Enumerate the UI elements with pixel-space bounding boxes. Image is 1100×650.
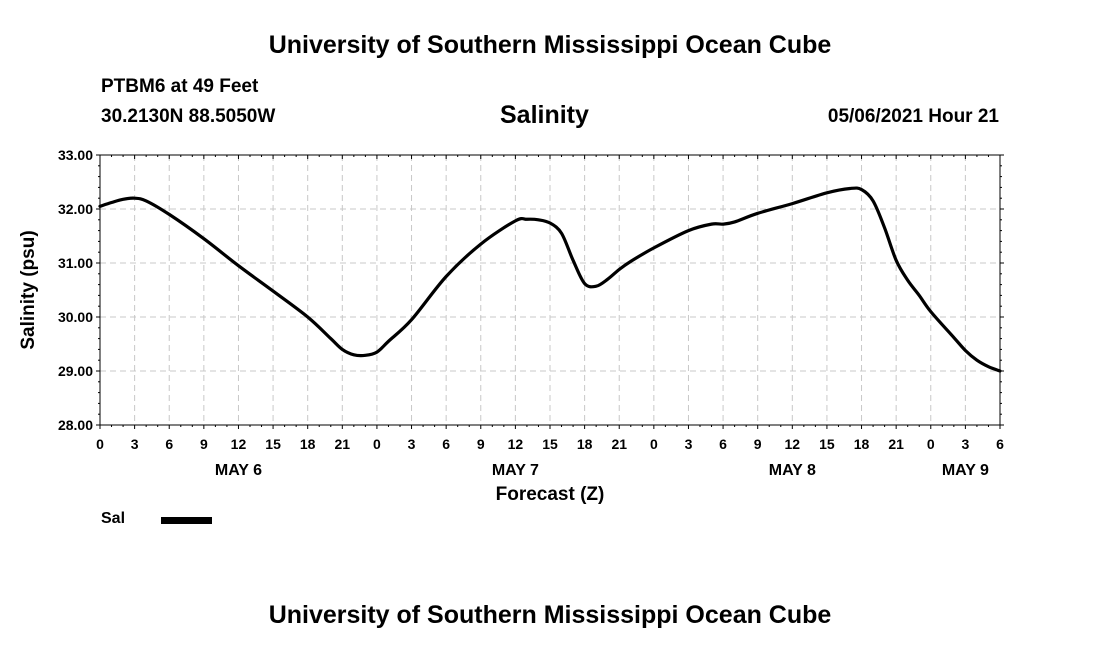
legend-label: Sal	[101, 510, 126, 527]
x-tick-label: 9	[754, 436, 762, 452]
x-tick-label: 15	[819, 436, 835, 452]
grid-lines	[100, 155, 1000, 425]
x-tick-label: 6	[442, 436, 450, 452]
x-tick-label: 3	[685, 436, 693, 452]
footer-title: University of Southern Mississippi Ocean…	[268, 601, 832, 629]
x-tick-label: 0	[927, 436, 935, 452]
y-tick-label: 31.00	[58, 255, 93, 271]
legend-line-swatch	[161, 517, 212, 524]
y-axis-title: Salinity (psu)	[18, 230, 39, 349]
x-tick-label: 21	[888, 436, 904, 452]
x-tick-label: 18	[300, 436, 316, 452]
station-label: PTBM6 at 49 Feet	[101, 76, 259, 97]
x-tick-label: 15	[542, 436, 558, 452]
x-tick-label: 0	[650, 436, 658, 452]
y-tick-label: 29.00	[58, 363, 93, 379]
axis-labels: 0 3 6 9 12 15 18 21 0 3 6 9 12 15 18 21 0 3 6 9 12 15 18 21 0 3 6 2…	[58, 147, 1004, 479]
salinity-series-line	[98, 186, 1002, 373]
x-axis-title: Forecast (Z)	[496, 484, 605, 505]
forecast-run-time: 05/06/2021 Hour 21	[827, 106, 999, 127]
x-tick-label: 18	[854, 436, 870, 452]
x-tick-label: 3	[408, 436, 416, 452]
series-layer	[98, 186, 1002, 373]
day-label: MAY 8	[769, 462, 816, 479]
day-label: MAY 9	[942, 462, 989, 479]
x-tick-label: 18	[577, 436, 593, 452]
plot-frame	[99, 154, 1001, 426]
day-label: MAY 7	[492, 462, 539, 479]
x-tick-label: 12	[231, 436, 247, 452]
x-tick-label: 6	[996, 436, 1004, 452]
x-tick-label: 3	[131, 436, 139, 452]
x-tick-label: 21	[611, 436, 627, 452]
chart-title: Salinity	[500, 101, 589, 129]
y-tick-label: 28.00	[58, 417, 93, 433]
x-tick-label: 9	[477, 436, 485, 452]
x-tick-label: 9	[200, 436, 208, 452]
page-title: University of Southern Mississippi Ocean…	[268, 31, 832, 59]
x-tick-label: 12	[508, 436, 524, 452]
x-tick-label: 6	[719, 436, 727, 452]
station-coordinates: 30.2130N 88.5050W	[101, 106, 276, 127]
x-tick-label: 21	[335, 436, 351, 452]
x-tick-label: 0	[96, 436, 104, 452]
x-tick-label: 3	[961, 436, 969, 452]
x-tick-label: 6	[165, 436, 173, 452]
x-tick-label: 12	[785, 436, 801, 452]
y-tick-label: 30.00	[58, 309, 93, 325]
y-tick-label: 33.00	[58, 147, 93, 163]
day-label: MAY 6	[215, 462, 262, 479]
x-tick-label: 15	[265, 436, 281, 452]
y-tick-label: 32.00	[58, 201, 93, 217]
x-tick-label: 0	[373, 436, 381, 452]
